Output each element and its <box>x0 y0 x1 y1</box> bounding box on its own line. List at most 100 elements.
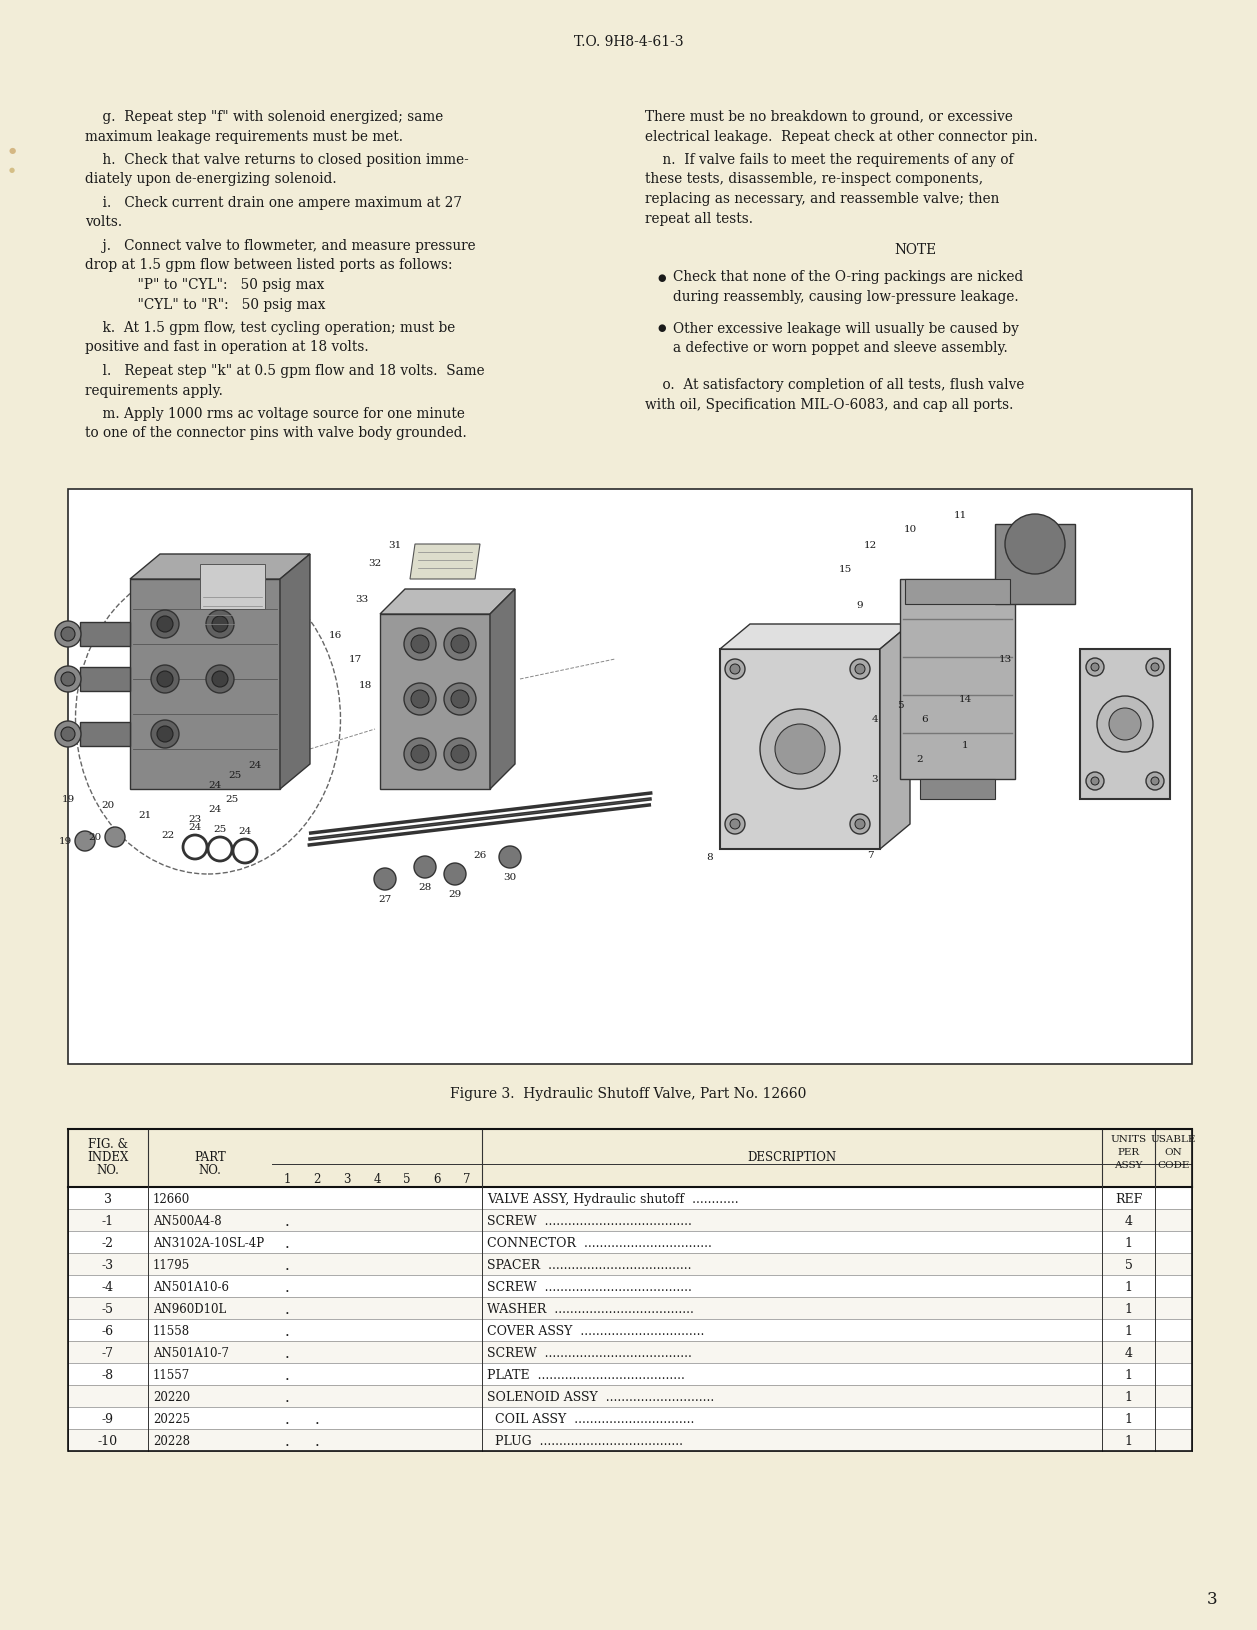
Text: volts.: volts. <box>85 215 122 230</box>
Text: 12: 12 <box>864 540 876 549</box>
Text: Other excessive leakage will usually be caused by: Other excessive leakage will usually be … <box>672 321 1019 336</box>
Circle shape <box>850 660 870 680</box>
Circle shape <box>157 672 173 688</box>
Circle shape <box>1097 696 1153 753</box>
Polygon shape <box>410 544 480 580</box>
Text: requirements apply.: requirements apply. <box>85 383 222 398</box>
Circle shape <box>411 636 429 654</box>
Text: o.  At satisfactory completion of all tests, flush valve: o. At satisfactory completion of all tes… <box>645 378 1024 393</box>
Text: .: . <box>284 1390 289 1403</box>
Text: .: . <box>284 1302 289 1315</box>
Text: 3: 3 <box>1207 1591 1217 1607</box>
Polygon shape <box>880 624 910 849</box>
Bar <box>68 1253 1192 1275</box>
Text: 4: 4 <box>1125 1214 1133 1227</box>
Text: 13: 13 <box>998 655 1012 663</box>
Bar <box>68 1130 1192 1451</box>
Text: 26: 26 <box>474 849 486 859</box>
Text: 1: 1 <box>962 740 968 750</box>
Text: 1: 1 <box>1125 1390 1133 1403</box>
Circle shape <box>151 665 178 694</box>
Text: -1: -1 <box>102 1214 114 1227</box>
Text: 5: 5 <box>1125 1258 1133 1271</box>
Text: UNITS: UNITS <box>1110 1134 1146 1143</box>
Text: CODE: CODE <box>1158 1161 1189 1169</box>
Text: 17: 17 <box>348 655 362 663</box>
Text: these tests, disassemble, re-inspect components,: these tests, disassemble, re-inspect com… <box>645 173 983 186</box>
Circle shape <box>451 745 469 763</box>
Text: maximum leakage requirements must be met.: maximum leakage requirements must be met… <box>85 129 403 143</box>
Text: -4: -4 <box>102 1280 114 1293</box>
Text: "P" to "CYL":   50 psig max: "P" to "CYL": 50 psig max <box>85 277 324 292</box>
Bar <box>68 1319 1192 1341</box>
Text: DESCRIPTION: DESCRIPTION <box>748 1151 837 1164</box>
Text: 24: 24 <box>209 781 221 789</box>
Text: There must be no breakdown to ground, or excessive: There must be no breakdown to ground, or… <box>645 109 1013 124</box>
Text: 3: 3 <box>871 774 879 784</box>
Circle shape <box>444 683 476 716</box>
Circle shape <box>212 616 228 632</box>
Text: .: . <box>284 1258 289 1273</box>
Text: g.  Repeat step "f" with solenoid energized; same: g. Repeat step "f" with solenoid energiz… <box>85 109 444 124</box>
Text: 24: 24 <box>189 823 201 831</box>
Text: NO.: NO. <box>97 1164 119 1177</box>
Text: 11557: 11557 <box>153 1368 190 1381</box>
Text: AN3102A-10SL-4P: AN3102A-10SL-4P <box>153 1236 264 1249</box>
Text: -6: -6 <box>102 1324 114 1337</box>
Text: 1: 1 <box>283 1172 290 1185</box>
Text: .: . <box>284 1236 289 1250</box>
Text: j.   Connect valve to flowmeter, and measure pressure: j. Connect valve to flowmeter, and measu… <box>85 240 475 253</box>
Text: k.  At 1.5 gpm flow, test cycling operation; must be: k. At 1.5 gpm flow, test cycling operati… <box>85 321 455 334</box>
Text: h.  Check that valve returns to closed position imme-: h. Check that valve returns to closed po… <box>85 153 469 166</box>
Text: to one of the connector pins with valve body grounded.: to one of the connector pins with valve … <box>85 425 466 440</box>
Polygon shape <box>720 624 910 650</box>
Text: COVER ASSY  ................................: COVER ASSY .............................… <box>486 1324 704 1337</box>
Circle shape <box>1006 515 1065 575</box>
Text: 12660: 12660 <box>153 1192 190 1205</box>
Text: NO.: NO. <box>199 1164 221 1177</box>
Bar <box>200 564 265 610</box>
Text: T.O. 9H8-4-61-3: T.O. 9H8-4-61-3 <box>573 34 684 49</box>
Text: 30: 30 <box>503 874 517 882</box>
Circle shape <box>1151 663 1159 672</box>
Circle shape <box>444 864 466 885</box>
Text: 4: 4 <box>373 1172 381 1185</box>
Text: 24: 24 <box>239 826 251 836</box>
Text: AN960D10L: AN960D10L <box>153 1302 226 1315</box>
Circle shape <box>730 820 740 830</box>
Text: PER: PER <box>1117 1148 1140 1156</box>
Text: .: . <box>284 1368 289 1382</box>
Bar <box>68 1231 1192 1253</box>
Text: 10: 10 <box>904 525 916 535</box>
Circle shape <box>1091 663 1099 672</box>
Circle shape <box>62 727 75 742</box>
Text: i.   Check current drain one ampere maximum at 27: i. Check current drain one ampere maximu… <box>85 196 463 210</box>
Text: 5: 5 <box>896 699 904 709</box>
Bar <box>68 1341 1192 1363</box>
Text: 24: 24 <box>249 760 261 769</box>
Text: positive and fast in operation at 18 volts.: positive and fast in operation at 18 vol… <box>85 341 368 354</box>
Text: VALVE ASSY, Hydraulic shutoff  ............: VALVE ASSY, Hydraulic shutoff ..........… <box>486 1192 739 1205</box>
Circle shape <box>1086 659 1104 676</box>
Text: PLATE  ......................................: PLATE ..................................… <box>486 1368 685 1381</box>
Text: 9: 9 <box>857 600 864 610</box>
Text: 11795: 11795 <box>153 1258 190 1271</box>
Circle shape <box>414 856 436 879</box>
Text: -10: -10 <box>98 1434 118 1447</box>
Text: m. Apply 1000 rms ac voltage source for one minute: m. Apply 1000 rms ac voltage source for … <box>85 408 465 421</box>
Text: 25: 25 <box>214 825 226 835</box>
Circle shape <box>55 621 80 647</box>
Circle shape <box>776 725 825 774</box>
Text: 31: 31 <box>388 540 402 549</box>
Text: 19: 19 <box>58 836 72 846</box>
Circle shape <box>1109 709 1141 740</box>
Text: 20: 20 <box>88 833 102 843</box>
Text: .: . <box>284 1346 289 1359</box>
Polygon shape <box>380 590 515 615</box>
Text: 11: 11 <box>953 510 967 520</box>
Circle shape <box>62 673 75 686</box>
Text: 33: 33 <box>356 595 368 605</box>
Text: .: . <box>284 1412 289 1426</box>
Text: -2: -2 <box>102 1236 114 1249</box>
Text: 28: 28 <box>419 883 431 892</box>
